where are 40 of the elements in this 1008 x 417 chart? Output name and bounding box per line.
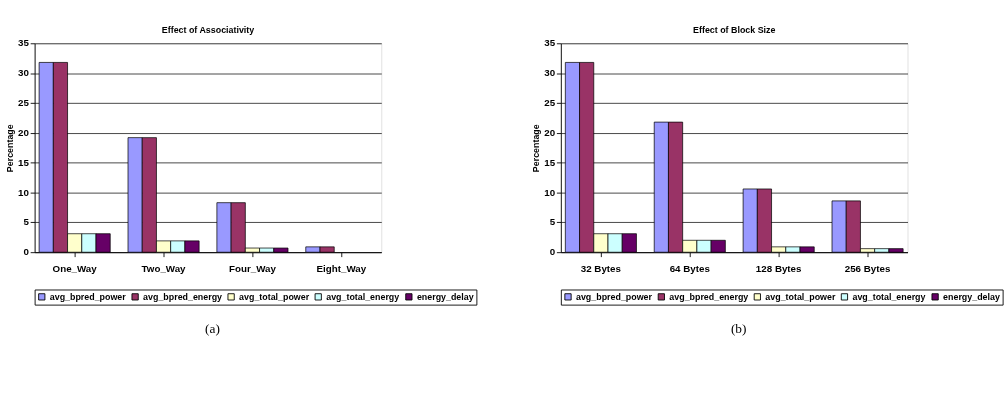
y-tick-label: 35	[18, 37, 30, 49]
y-tick-label: 5	[549, 216, 556, 228]
y-tick-label: 10	[544, 186, 556, 198]
x-tick-label: 128 Bytes	[755, 263, 803, 275]
x-tick-label: 64 Bytes	[669, 263, 711, 275]
y-tick-label: 20	[18, 126, 30, 138]
y-axis-title: Percentage	[530, 124, 541, 173]
x-tick-label: 32 Bytes	[580, 263, 622, 275]
y-tick-label: 30	[544, 67, 556, 79]
y-tick-label: 10	[18, 186, 30, 198]
chart-title: Effect of Block Size	[693, 24, 776, 35]
legend-label: avg_bpred_energy	[143, 291, 223, 302]
text: (a)	[205, 321, 220, 337]
y-tick-label: 25	[544, 97, 556, 109]
text: (b)	[730, 321, 747, 337]
y-axis-title: Percentage	[4, 124, 15, 173]
legend-label: avg_total_energy	[852, 291, 926, 302]
x-tick-label: 256 Bytes	[844, 263, 891, 275]
x-tick-label: Two_Way	[141, 263, 187, 275]
y-tick-label: 0	[549, 246, 556, 258]
legend-label: avg_total_power	[239, 291, 310, 302]
x-tick-label: One_Way	[52, 263, 98, 275]
legend-label: avg_total_power	[765, 291, 836, 302]
y-tick-label: 25	[18, 97, 30, 109]
x-tick-label: Four_Way	[229, 263, 277, 275]
legend-label: avg_total_energy	[326, 291, 400, 302]
y-tick-label: 35	[544, 37, 556, 49]
x-tick-label: Eight_Way	[316, 263, 367, 275]
legend-label: avg_bpred_energy	[669, 291, 749, 302]
y-tick-label: 0	[23, 246, 30, 258]
y-tick-label: 30	[18, 67, 30, 79]
y-tick-label: 5	[23, 216, 30, 228]
y-tick-label: 15	[18, 156, 30, 168]
legend-label: avg_bpred_power	[49, 291, 127, 302]
legend-label: energy_delay	[416, 291, 474, 302]
y-tick-label: 20	[544, 126, 556, 138]
chart-title: Effect of Associativity	[161, 24, 255, 35]
legend-label: energy_delay	[943, 291, 1000, 302]
legend-label: avg_bpred_power	[576, 291, 653, 302]
y-tick-label: 15	[544, 156, 556, 168]
